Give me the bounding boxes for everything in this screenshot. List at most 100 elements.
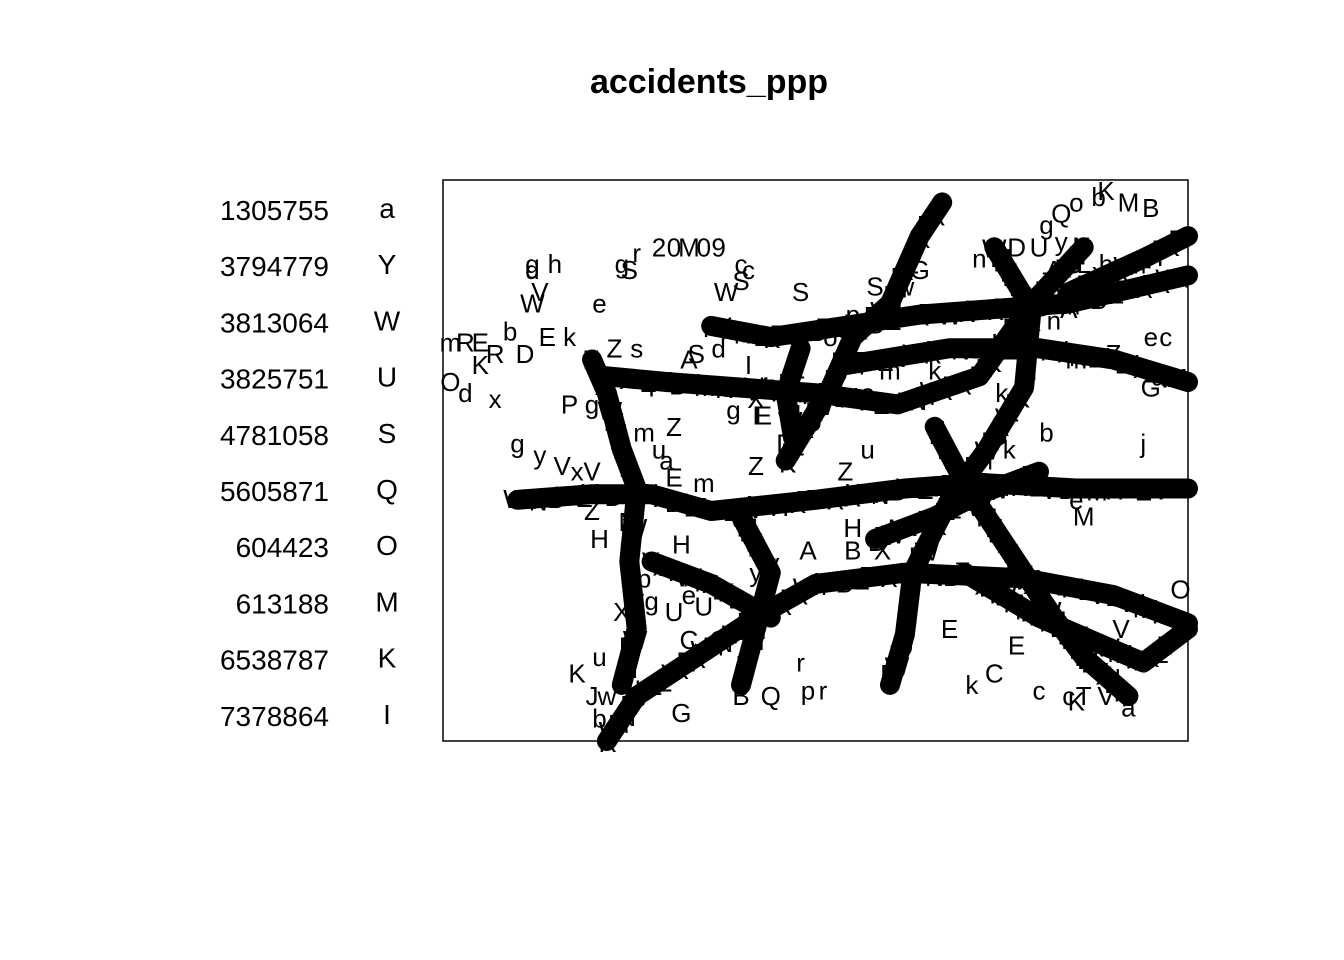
road-mark: E: [582, 345, 599, 375]
road-mark: W: [707, 312, 732, 342]
road-mark: B: [836, 569, 853, 599]
road-mark: R: [1152, 269, 1171, 299]
road-mark: W: [691, 635, 716, 665]
road-mark: E: [902, 249, 919, 279]
road-mark: X: [1047, 472, 1064, 502]
road-line: [641, 551, 781, 628]
point-mark: v: [1115, 636, 1128, 666]
road-mark: H: [1015, 466, 1034, 496]
road-mark: B: [917, 505, 934, 535]
point-mark: w: [679, 648, 699, 678]
road-line: [731, 506, 781, 695]
road-mark: D: [918, 298, 937, 328]
road-mark: B: [777, 488, 794, 518]
road-mark: V: [701, 495, 719, 525]
road-mark: X: [652, 552, 669, 582]
road-mark: Z: [884, 343, 900, 373]
point-mark: b: [592, 704, 606, 734]
road-mark: H: [1000, 258, 1019, 288]
road-mark: M: [972, 446, 994, 476]
road-mark: R: [790, 581, 809, 611]
road-mark: K: [900, 578, 918, 608]
point-mark: r: [759, 367, 768, 397]
legend-symbol: S: [378, 418, 397, 449]
road-mark: Z: [691, 492, 707, 522]
road-mark: V: [627, 588, 645, 618]
road-mark: B: [620, 547, 637, 577]
point-mark: Z: [666, 412, 682, 442]
point-mark: m: [633, 417, 655, 447]
point-mark: g: [525, 249, 539, 279]
road-mark: Z: [946, 495, 962, 525]
road-mark: D: [832, 481, 851, 511]
road-mark: K: [553, 480, 571, 510]
road-mark: X: [1133, 354, 1150, 384]
legend-label: 1305755: [220, 195, 329, 226]
road-mark: E: [934, 497, 951, 527]
legend-label: 6538787: [220, 645, 329, 676]
point-mark: C: [680, 625, 699, 655]
road-mark: X: [992, 412, 1009, 442]
road-mark: E: [853, 565, 870, 595]
road-mark: M: [780, 399, 802, 429]
road-mark: Z: [1116, 349, 1132, 379]
road-line: [954, 562, 1198, 673]
road-mark: K: [880, 389, 898, 419]
road-mark: Z: [752, 375, 768, 405]
point-mark: B: [732, 681, 749, 711]
point-mark: k: [1003, 434, 1017, 464]
road-mark: W: [675, 562, 700, 592]
road-mark: D: [657, 552, 676, 582]
road-mark: H: [1020, 598, 1039, 628]
point-mark: D: [1007, 232, 1026, 262]
point-mark: x: [571, 457, 584, 487]
road-mark: V: [1008, 332, 1026, 362]
road-mark: R: [715, 374, 734, 404]
road-mark: X: [619, 365, 636, 395]
road-mark: E: [884, 306, 901, 336]
road-mark: V: [744, 376, 762, 406]
road-mark: M: [914, 381, 936, 411]
road-mark: N: [843, 309, 862, 339]
road-mark: H: [824, 568, 843, 598]
road-mark: N: [927, 415, 946, 445]
road-mark: B: [1090, 285, 1107, 315]
point-mark: A: [1045, 255, 1063, 285]
point-mark: E: [1008, 631, 1025, 661]
road-mark: E: [1107, 280, 1124, 310]
road-mark: W: [927, 335, 952, 365]
point-mark: X: [747, 384, 764, 414]
road-mark: R: [805, 397, 824, 427]
road-mark: X: [593, 480, 610, 510]
point-mark: r: [796, 648, 805, 678]
road-mark: R: [668, 557, 687, 587]
point-mark: w: [597, 681, 617, 711]
road-mark: Z: [861, 386, 877, 416]
road-mark: K: [672, 488, 690, 518]
road-mark: N: [1134, 245, 1153, 275]
road-mark: X: [1170, 618, 1187, 648]
road-mark: N: [620, 643, 639, 673]
road-mark: N: [835, 350, 854, 380]
road-mark: D: [886, 559, 905, 589]
point-mark: X: [874, 535, 891, 565]
road-mark: D: [895, 633, 914, 663]
road-mark: D: [912, 339, 931, 369]
point-mark: S: [792, 277, 809, 307]
legend-symbol: W: [374, 305, 401, 336]
road-mark: R: [935, 376, 954, 406]
point-mark: S: [866, 272, 883, 302]
road-mark: Z: [955, 557, 971, 587]
road-mark: Z: [1114, 275, 1130, 305]
point-mark: D: [516, 339, 535, 369]
road-network: WMNHBKEZVXDRWMNHBKEZVXDRWMNHBKEZVXDRWMNH…: [503, 192, 1198, 758]
road-mark: M: [1125, 249, 1147, 279]
point-mark: g: [510, 429, 524, 459]
road-mark: N: [609, 419, 628, 449]
road-mark: E: [1104, 345, 1121, 375]
road-mark: N: [623, 530, 642, 560]
road-mark: X: [841, 382, 858, 412]
road-mark: X: [712, 496, 729, 526]
point-mark: p: [637, 563, 651, 593]
road-mark: N: [739, 518, 758, 548]
